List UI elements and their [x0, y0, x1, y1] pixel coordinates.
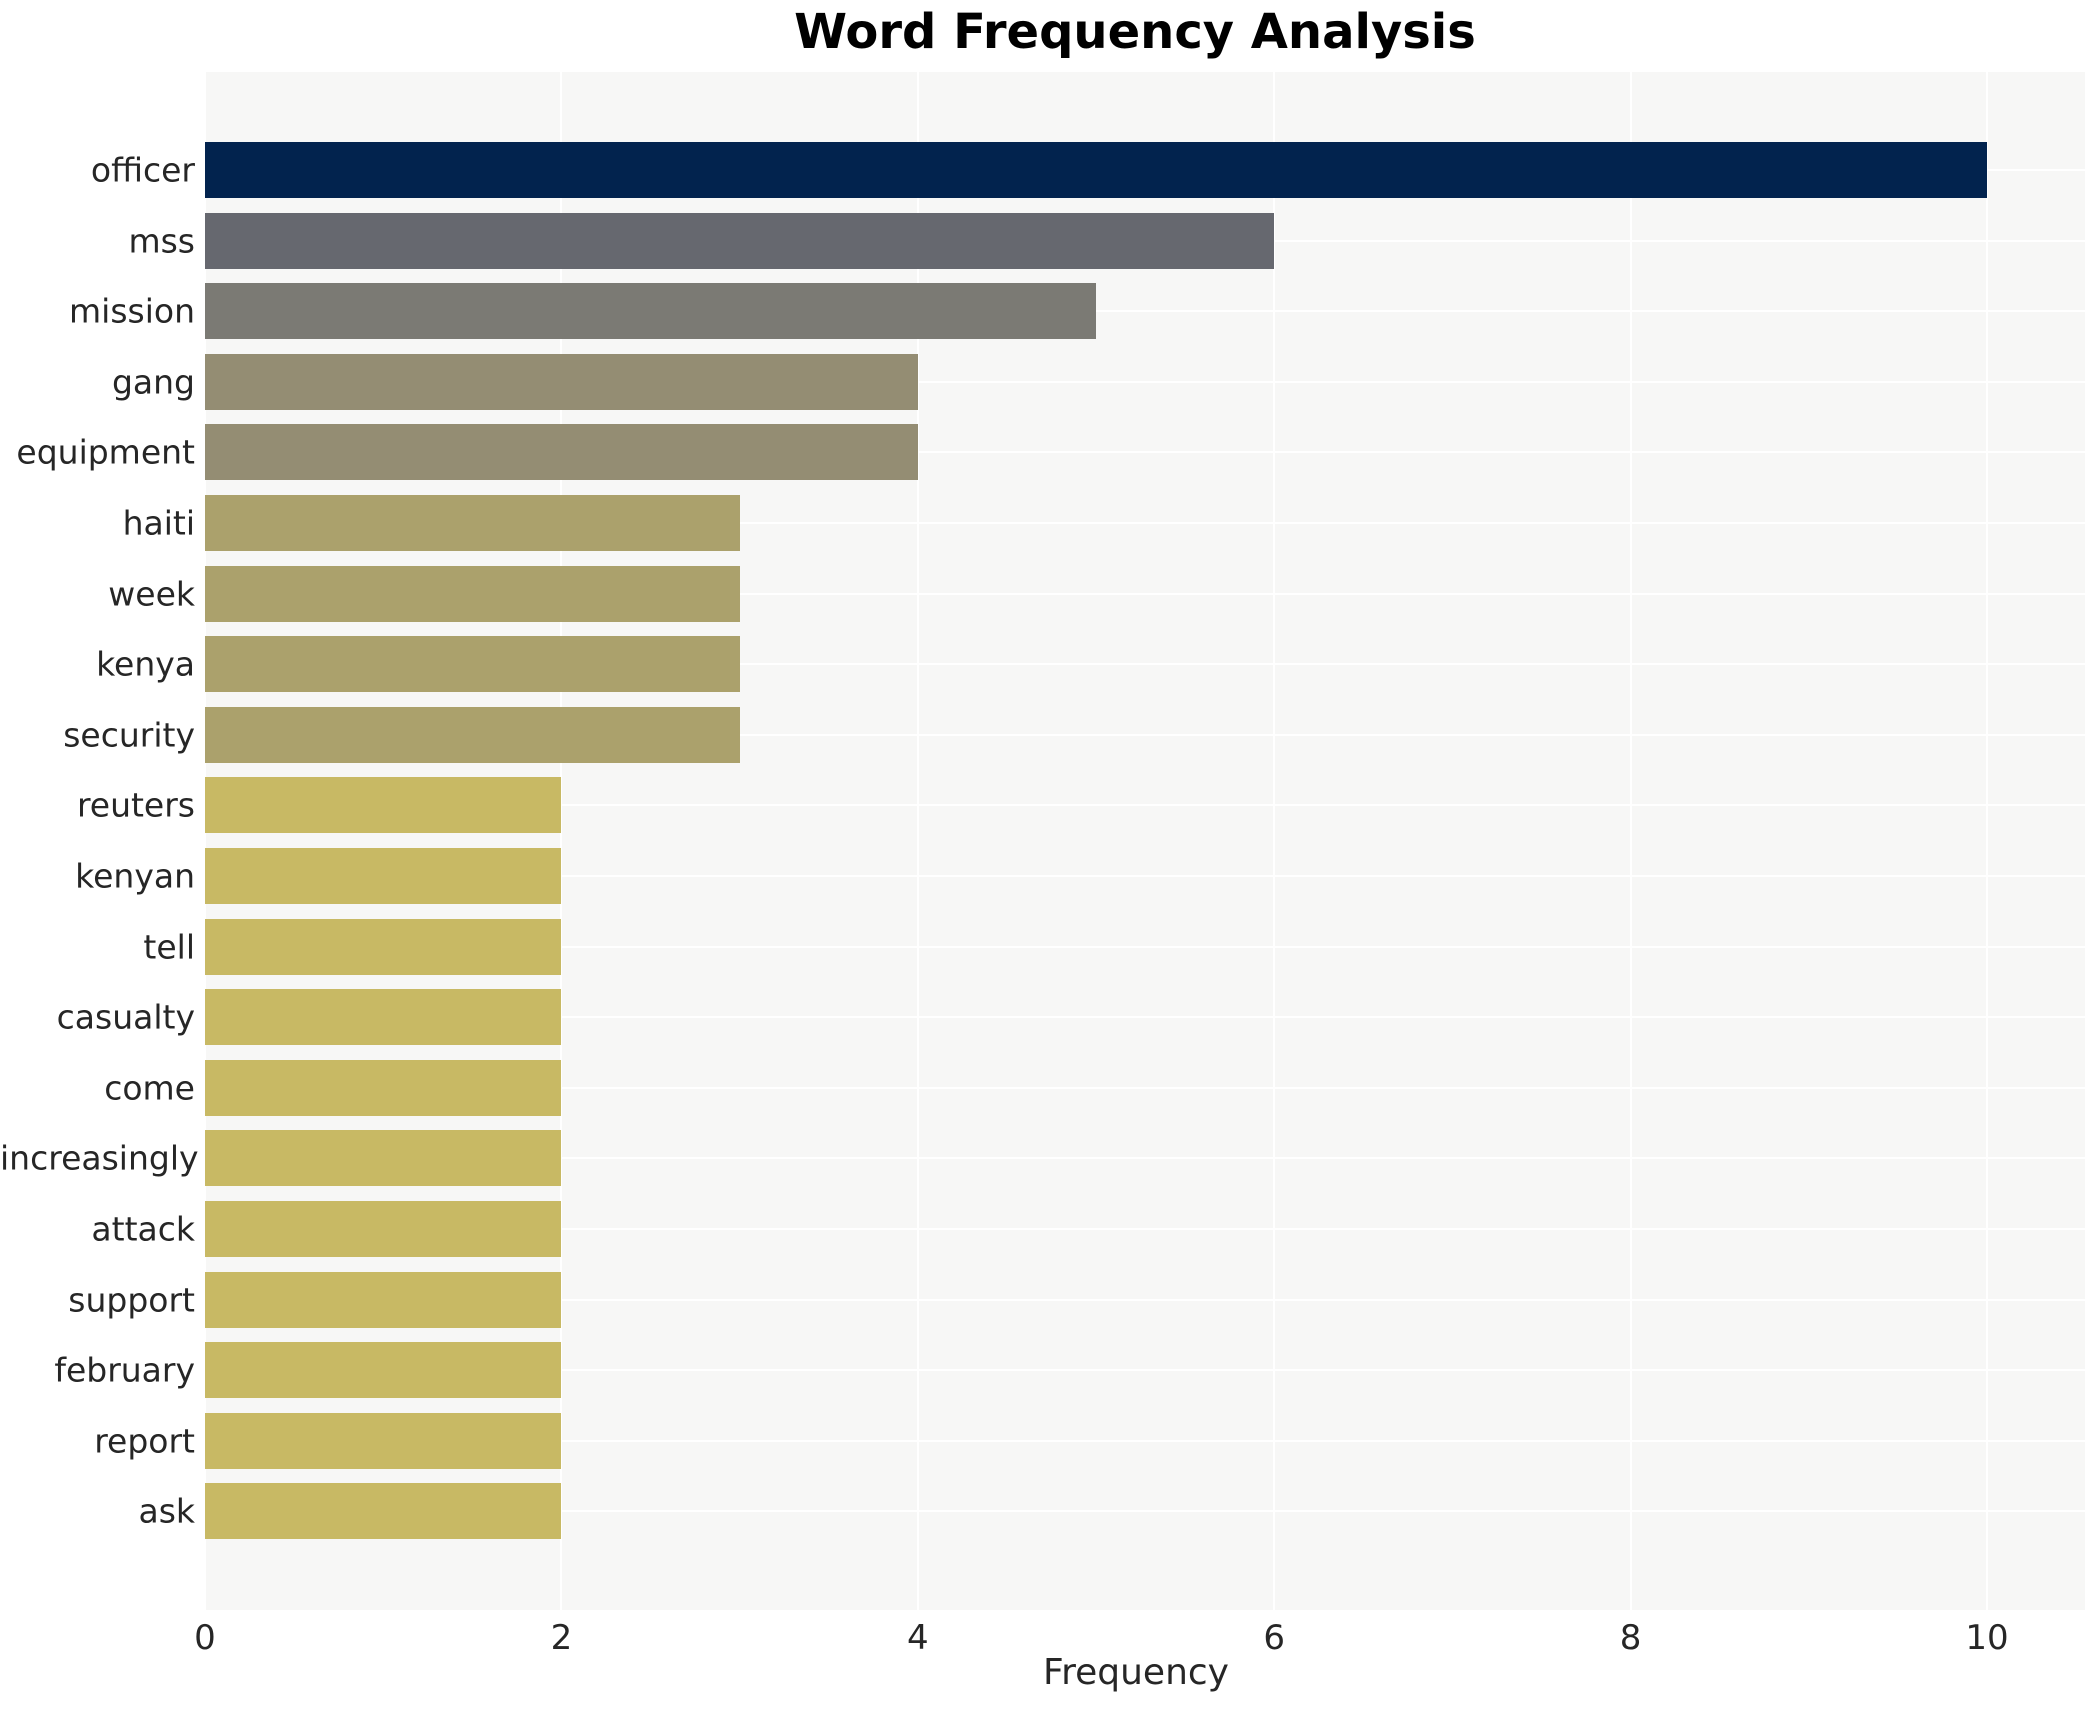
bar-mss [205, 212, 1275, 269]
gridline-y-reuters [205, 804, 2085, 807]
bar-support [205, 1271, 562, 1328]
y-tick-label-equipment: equipment [16, 432, 195, 472]
y-tick-label-gang: gang [111, 362, 195, 402]
y-tick-label-ask: ask [138, 1491, 195, 1531]
gridline-x-4 [916, 72, 919, 1610]
gridline-y-kenyan [205, 875, 2085, 877]
gridline-x-6 [1273, 72, 1276, 1610]
gridline-y-haiti [205, 522, 2085, 524]
gridline-y-come [205, 1086, 2085, 1089]
y-tick-label-come: come [104, 1068, 195, 1108]
x-tick-label-8: 8 [1619, 1618, 1642, 1658]
x-axis-label: Frequency [1043, 1652, 1229, 1693]
gridline-y-attack [205, 1228, 2085, 1230]
chart-title: Word Frequency Analysis [794, 4, 1476, 60]
bar-mission [205, 283, 1096, 340]
y-tick-label-kenyan: kenyan [75, 856, 195, 896]
gridline-y-kenya [205, 663, 2085, 666]
y-tick-label-attack: attack [91, 1209, 195, 1249]
y-tick-label-officer: officer [90, 150, 195, 190]
bar-kenya [205, 636, 740, 693]
gridline-x-10 [1985, 72, 1988, 1610]
gridline-y-february [205, 1369, 2085, 1372]
bar-february [205, 1342, 562, 1399]
y-tick-label-mss: mss [128, 221, 195, 261]
bar-week [205, 565, 740, 622]
y-tick-label-increasingly: increasingly [0, 1138, 199, 1178]
gridline-y-report [205, 1439, 2085, 1442]
gridline-x-8 [1629, 72, 1632, 1610]
y-tick-label-support: support [68, 1280, 195, 1320]
bar-casualty [205, 989, 562, 1046]
x-tick-label-10: 10 [1965, 1618, 2009, 1658]
gridline-y-tell [205, 945, 2085, 948]
bar-reuters [205, 777, 562, 834]
bar-security [205, 706, 740, 763]
gridline-x-0 [204, 72, 206, 1610]
bar-kenyan [205, 848, 562, 904]
bar-officer [205, 142, 1987, 198]
gridline-y-mission [205, 310, 2085, 313]
bar-ask [205, 1483, 562, 1540]
gridline-y-casualty [205, 1016, 2085, 1019]
y-tick-label-casualty: casualty [56, 997, 195, 1037]
y-tick-label-haiti: haiti [122, 503, 195, 543]
bar-gang [205, 353, 918, 410]
bar-increasingly [205, 1130, 562, 1187]
y-tick-label-reuters: reuters [76, 785, 195, 825]
bar-equipment [205, 424, 918, 481]
y-tick-label-security: security [63, 715, 195, 755]
gridline-y-security [205, 733, 2085, 736]
gridline-y-increasingly [205, 1157, 2085, 1160]
y-tick-label-tell: tell [143, 927, 195, 967]
gridline-y-equipment [205, 451, 2085, 454]
x-tick-label-0: 0 [194, 1618, 216, 1658]
y-tick-label-mission: mission [69, 291, 195, 331]
gridline-y-week [205, 592, 2085, 595]
bar-haiti [205, 495, 740, 551]
gridline-x-2 [560, 72, 563, 1610]
y-tick-label-week: week [108, 574, 195, 614]
plot-area [204, 72, 2085, 1610]
y-tick-label-february: february [54, 1350, 195, 1390]
bar-report [205, 1412, 562, 1469]
gridline-y-ask [205, 1510, 2085, 1513]
bar-tell [205, 918, 562, 975]
bar-come [205, 1059, 562, 1116]
x-tick-label-2: 2 [550, 1618, 573, 1658]
x-tick-label-6: 6 [1263, 1618, 1286, 1658]
gridline-y-gang [205, 380, 2085, 383]
bar-attack [205, 1201, 562, 1257]
x-tick-label-4: 4 [906, 1618, 929, 1658]
y-tick-label-report: report [94, 1421, 195, 1461]
y-tick-label-kenya: kenya [96, 644, 195, 684]
gridline-y-support [205, 1298, 2085, 1301]
